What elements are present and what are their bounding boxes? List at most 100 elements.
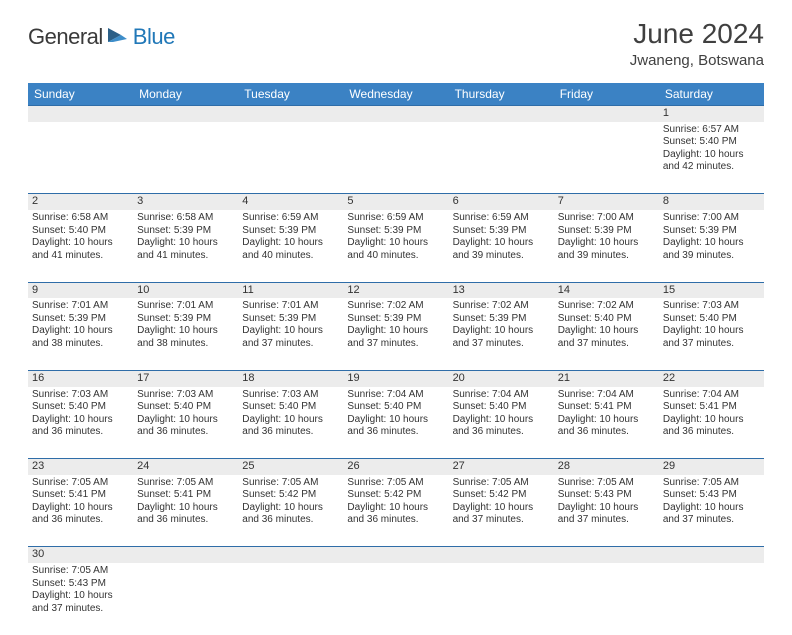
day2-text: and 36 minutes. bbox=[32, 426, 129, 439]
day1-text: Daylight: 10 hours bbox=[663, 414, 760, 427]
day-number bbox=[554, 106, 659, 122]
flag-icon bbox=[107, 26, 129, 49]
header: General Blue June 2024 Jwaneng, Botswana bbox=[0, 0, 792, 77]
sunrise-text: Sunrise: 7:04 AM bbox=[558, 389, 655, 402]
day-number bbox=[659, 547, 764, 563]
weekday-header: Thursday bbox=[449, 83, 554, 106]
sunset-text: Sunset: 5:40 PM bbox=[137, 401, 234, 414]
sunrise-text: Sunrise: 7:05 AM bbox=[242, 477, 339, 490]
sunrise-text: Sunrise: 7:05 AM bbox=[558, 477, 655, 490]
day2-text: and 39 minutes. bbox=[558, 250, 655, 263]
day-cell: Sunrise: 7:01 AMSunset: 5:39 PMDaylight:… bbox=[238, 298, 343, 370]
day2-text: and 37 minutes. bbox=[663, 514, 760, 527]
sunrise-text: Sunrise: 7:02 AM bbox=[558, 300, 655, 313]
sunrise-text: Sunrise: 7:00 AM bbox=[558, 212, 655, 225]
day-cell: Sunrise: 7:03 AMSunset: 5:40 PMDaylight:… bbox=[659, 298, 764, 370]
day1-text: Daylight: 10 hours bbox=[32, 502, 129, 515]
day-number: 27 bbox=[449, 459, 554, 475]
day-number: 19 bbox=[343, 370, 448, 386]
sunrise-text: Sunrise: 7:02 AM bbox=[453, 300, 550, 313]
day1-text: Daylight: 10 hours bbox=[558, 502, 655, 515]
day2-text: and 36 minutes. bbox=[137, 514, 234, 527]
sunset-text: Sunset: 5:40 PM bbox=[242, 401, 339, 414]
day1-text: Daylight: 10 hours bbox=[663, 325, 760, 338]
sunrise-text: Sunrise: 7:05 AM bbox=[137, 477, 234, 490]
day1-text: Daylight: 10 hours bbox=[137, 414, 234, 427]
day1-text: Daylight: 10 hours bbox=[242, 325, 339, 338]
day-cell: Sunrise: 7:00 AMSunset: 5:39 PMDaylight:… bbox=[554, 210, 659, 282]
sunset-text: Sunset: 5:39 PM bbox=[242, 313, 339, 326]
day-cell: Sunrise: 6:57 AMSunset: 5:40 PMDaylight:… bbox=[659, 122, 764, 194]
sunset-text: Sunset: 5:39 PM bbox=[137, 225, 234, 238]
day-number: 21 bbox=[554, 370, 659, 386]
day-cell: Sunrise: 6:59 AMSunset: 5:39 PMDaylight:… bbox=[343, 210, 448, 282]
sunset-text: Sunset: 5:39 PM bbox=[242, 225, 339, 238]
sunset-text: Sunset: 5:39 PM bbox=[32, 313, 129, 326]
day2-text: and 36 minutes. bbox=[663, 426, 760, 439]
day2-text: and 37 minutes. bbox=[347, 338, 444, 351]
day-content-row: Sunrise: 7:05 AMSunset: 5:41 PMDaylight:… bbox=[28, 475, 764, 547]
day-number-row: 23242526272829 bbox=[28, 459, 764, 475]
day2-text: and 37 minutes. bbox=[558, 338, 655, 351]
day-cell: Sunrise: 7:05 AMSunset: 5:43 PMDaylight:… bbox=[554, 475, 659, 547]
day1-text: Daylight: 10 hours bbox=[558, 325, 655, 338]
sunset-text: Sunset: 5:40 PM bbox=[453, 401, 550, 414]
sunset-text: Sunset: 5:41 PM bbox=[32, 489, 129, 502]
day2-text: and 37 minutes. bbox=[453, 514, 550, 527]
day-cell: Sunrise: 7:02 AMSunset: 5:39 PMDaylight:… bbox=[449, 298, 554, 370]
sunrise-text: Sunrise: 7:01 AM bbox=[242, 300, 339, 313]
day-cell: Sunrise: 7:05 AMSunset: 5:43 PMDaylight:… bbox=[659, 475, 764, 547]
sunrise-text: Sunrise: 7:05 AM bbox=[32, 565, 129, 578]
day-number: 20 bbox=[449, 370, 554, 386]
day-number-row: 1 bbox=[28, 106, 764, 122]
sunset-text: Sunset: 5:41 PM bbox=[137, 489, 234, 502]
day-number: 15 bbox=[659, 282, 764, 298]
sunrise-text: Sunrise: 7:04 AM bbox=[453, 389, 550, 402]
day2-text: and 42 minutes. bbox=[663, 161, 760, 174]
location: Jwaneng, Botswana bbox=[630, 52, 764, 69]
sunset-text: Sunset: 5:42 PM bbox=[242, 489, 339, 502]
day-cell: Sunrise: 6:59 AMSunset: 5:39 PMDaylight:… bbox=[238, 210, 343, 282]
day-number: 23 bbox=[28, 459, 133, 475]
day1-text: Daylight: 10 hours bbox=[242, 237, 339, 250]
sunset-text: Sunset: 5:40 PM bbox=[32, 401, 129, 414]
weekday-header: Monday bbox=[133, 83, 238, 106]
day-number: 25 bbox=[238, 459, 343, 475]
day-cell bbox=[133, 563, 238, 635]
day-number: 12 bbox=[343, 282, 448, 298]
sunrise-text: Sunrise: 6:58 AM bbox=[137, 212, 234, 225]
day2-text: and 39 minutes. bbox=[453, 250, 550, 263]
day2-text: and 38 minutes. bbox=[137, 338, 234, 351]
day2-text: and 40 minutes. bbox=[242, 250, 339, 263]
day2-text: and 36 minutes. bbox=[347, 514, 444, 527]
day-number: 7 bbox=[554, 194, 659, 210]
day-number: 18 bbox=[238, 370, 343, 386]
day-number: 30 bbox=[28, 547, 133, 563]
day1-text: Daylight: 10 hours bbox=[137, 325, 234, 338]
sunset-text: Sunset: 5:39 PM bbox=[137, 313, 234, 326]
sunrise-text: Sunrise: 7:01 AM bbox=[32, 300, 129, 313]
day-number-row: 30 bbox=[28, 547, 764, 563]
day2-text: and 36 minutes. bbox=[558, 426, 655, 439]
logo-text-blue: Blue bbox=[133, 24, 175, 50]
day-content-row: Sunrise: 7:05 AMSunset: 5:43 PMDaylight:… bbox=[28, 563, 764, 635]
weekday-header: Friday bbox=[554, 83, 659, 106]
sunrise-text: Sunrise: 6:59 AM bbox=[347, 212, 444, 225]
sunrise-text: Sunrise: 7:05 AM bbox=[663, 477, 760, 490]
day-cell: Sunrise: 7:03 AMSunset: 5:40 PMDaylight:… bbox=[133, 387, 238, 459]
day-number bbox=[133, 547, 238, 563]
day-cell: Sunrise: 7:02 AMSunset: 5:39 PMDaylight:… bbox=[343, 298, 448, 370]
day2-text: and 36 minutes. bbox=[453, 426, 550, 439]
day-number: 8 bbox=[659, 194, 764, 210]
sunrise-text: Sunrise: 6:59 AM bbox=[242, 212, 339, 225]
day2-text: and 36 minutes. bbox=[242, 514, 339, 527]
day-number bbox=[133, 106, 238, 122]
logo-text-general: General bbox=[28, 24, 103, 50]
day-number bbox=[28, 106, 133, 122]
day1-text: Daylight: 10 hours bbox=[453, 414, 550, 427]
day-cell: Sunrise: 7:05 AMSunset: 5:43 PMDaylight:… bbox=[28, 563, 133, 635]
day-cell bbox=[449, 122, 554, 194]
title-block: June 2024 Jwaneng, Botswana bbox=[630, 18, 764, 69]
day-cell: Sunrise: 7:05 AMSunset: 5:42 PMDaylight:… bbox=[238, 475, 343, 547]
day1-text: Daylight: 10 hours bbox=[137, 237, 234, 250]
